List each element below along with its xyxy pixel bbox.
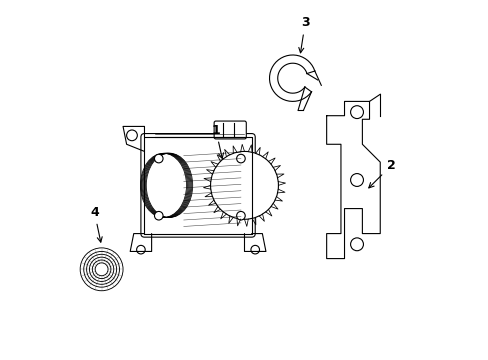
FancyBboxPatch shape (141, 134, 255, 237)
Text: 2: 2 (368, 159, 394, 188)
Circle shape (350, 238, 363, 251)
Circle shape (350, 106, 363, 118)
Text: 3: 3 (298, 17, 309, 53)
Text: 1: 1 (211, 123, 223, 158)
FancyBboxPatch shape (214, 121, 246, 139)
Circle shape (236, 154, 244, 163)
Circle shape (154, 211, 163, 220)
Text: 4: 4 (90, 206, 102, 242)
Circle shape (136, 246, 145, 254)
Circle shape (210, 152, 278, 219)
Circle shape (250, 246, 259, 254)
Circle shape (126, 130, 137, 141)
Circle shape (350, 174, 363, 186)
Circle shape (236, 211, 244, 220)
Circle shape (154, 154, 163, 163)
